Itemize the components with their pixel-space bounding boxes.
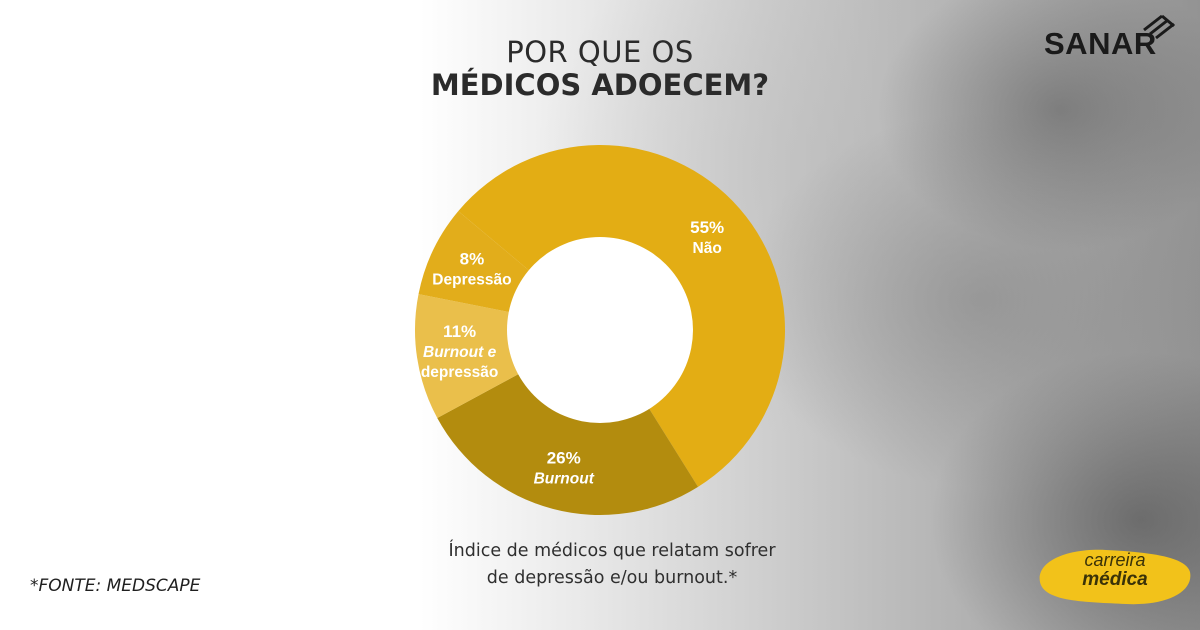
donut-chart: 55% Não 26% Burnout 11% Burnout e depressão 8% D…	[415, 144, 785, 515]
donut-hole	[507, 237, 693, 423]
title-line-2: MÉDICOS ADOECEM?	[430, 68, 770, 102]
badge-line-1: carreira	[1084, 550, 1146, 570]
carreira-medica-text: carreira médica	[1050, 550, 1180, 590]
slice-3-value: 8%	[460, 250, 485, 269]
slice-3-label: Depressão	[432, 272, 511, 289]
carreira-medica-logo	[1039, 549, 1191, 605]
slice-2-label-line1: Burnout e	[423, 344, 497, 361]
slice-2-label-line2: depressão	[421, 364, 499, 381]
caption-line-2: de depressão e/ou burnout.*	[486, 568, 738, 588]
brand-name: SANAR	[1044, 26, 1157, 61]
sanar-logo-icon	[1143, 14, 1175, 40]
title-line-1: POR QUE OS	[506, 35, 694, 69]
source-note: *FONTE: MEDSCAPE	[30, 576, 201, 596]
slice-0-label: Não	[693, 240, 722, 257]
chart-caption: Índice de médicos que relatam sofrer de …	[408, 538, 816, 592]
donut-slice-1	[437, 330, 699, 515]
slice-2-value: 11%	[443, 322, 476, 341]
slice-1-value: 26%	[547, 448, 581, 467]
slice-0-value: 55%	[690, 218, 724, 237]
slice-1-label: Burnout	[534, 470, 595, 487]
badge-line-2: médica	[1082, 569, 1148, 590]
caption-line-1: Índice de médicos que relatam sofrer	[448, 541, 776, 561]
page-title: POR QUE OS MÉDICOS ADOECEM?	[420, 36, 780, 102]
